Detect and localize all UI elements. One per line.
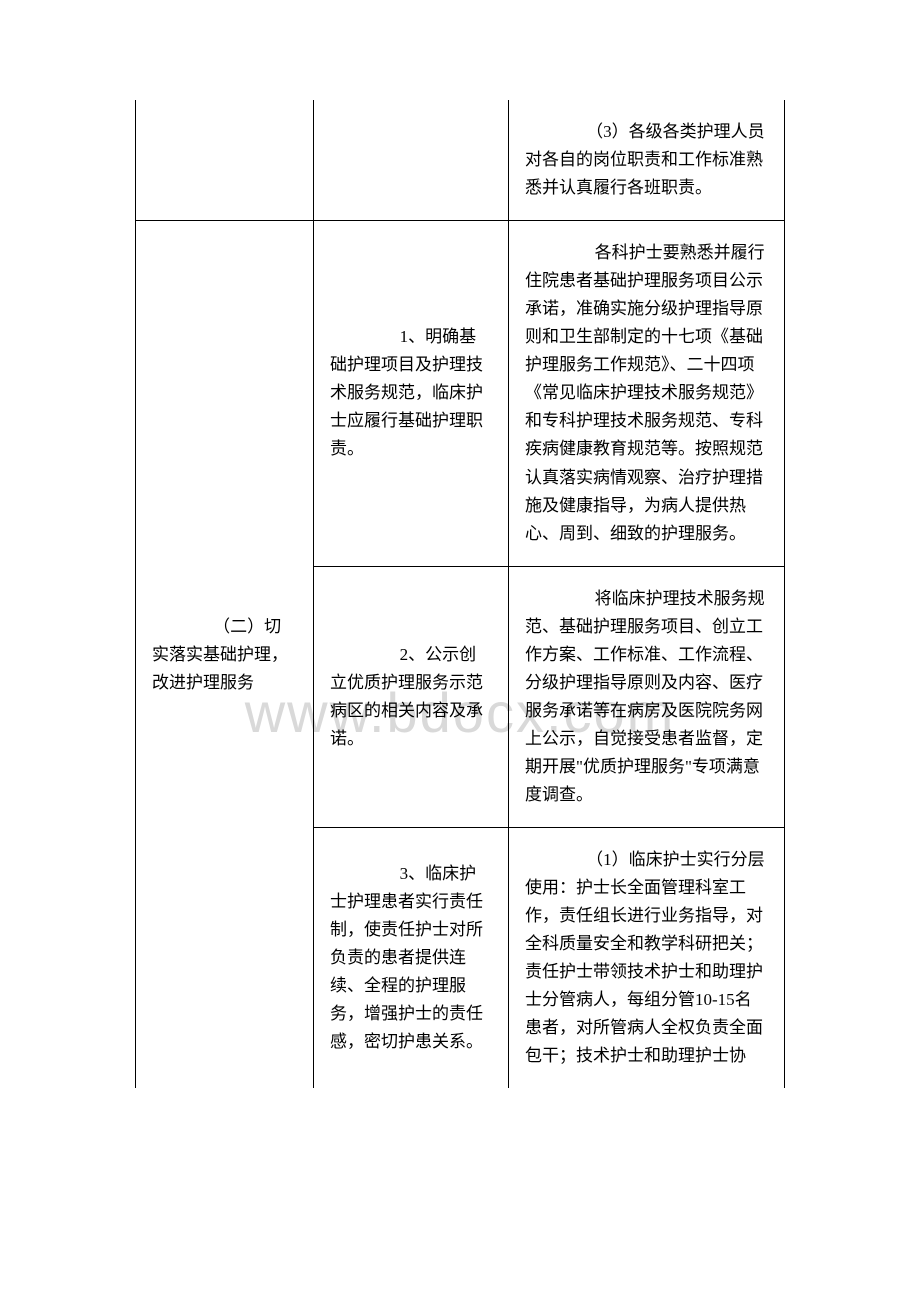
cell-text: （二）切实落实基础护理，改进护理服务 <box>152 613 297 697</box>
cell-text: （3）各级各类护理人员对各自的岗位职责和工作标准熟悉并认真履行各班职责。 <box>525 118 768 202</box>
table-cell: 1、明确基础护理项目及护理技术服务规范，临床护士应履行基础护理职责。 <box>314 221 509 567</box>
cell-text: （1）临床护士实行分层使用：护士长全面管理科室工作，责任组长进行业务指导，对全科… <box>525 846 768 1070</box>
cell-text: 各科护士要熟悉并履行住院患者基础护理服务项目公示承诺，准确实施分级护理指导原则和… <box>525 239 768 548</box>
document-page: www.bdocx.com （3）各级各类护理人员对各自的岗位职责和工作标准熟悉… <box>0 0 920 1302</box>
table-cell <box>314 100 509 221</box>
table-row: （二）切实落实基础护理，改进护理服务 1、明确基础护理项目及护理技术服务规范，临… <box>136 221 785 567</box>
table-cell: （3）各级各类护理人员对各自的岗位职责和工作标准熟悉并认真履行各班职责。 <box>509 100 785 221</box>
table-cell <box>136 100 314 221</box>
cell-text: 2、公示创立优质护理服务示范病区的相关内容及承诺。 <box>330 641 492 753</box>
page-content: （3）各级各类护理人员对各自的岗位职责和工作标准熟悉并认真履行各班职责。 （二）… <box>135 100 785 1088</box>
table-cell: 将临床护理技术服务规范、基础护理服务项目、创立工作方案、工作标准、工作流程、分级… <box>509 566 785 827</box>
table-cell: （1）临床护士实行分层使用：护士长全面管理科室工作，责任组长进行业务指导，对全科… <box>509 828 785 1089</box>
table-row: （3）各级各类护理人员对各自的岗位职责和工作标准熟悉并认真履行各班职责。 <box>136 100 785 221</box>
cell-text: 3、临床护士护理患者实行责任制，使责任护士对所负责的患者提供连续、全程的护理服务… <box>330 860 492 1056</box>
main-table: （3）各级各类护理人员对各自的岗位职责和工作标准熟悉并认真履行各班职责。 （二）… <box>135 100 785 1088</box>
cell-text: 将临床护理技术服务规范、基础护理服务项目、创立工作方案、工作标准、工作流程、分级… <box>525 585 768 809</box>
table-cell: （二）切实落实基础护理，改进护理服务 <box>136 221 314 1089</box>
table-cell: 3、临床护士护理患者实行责任制，使责任护士对所负责的患者提供连续、全程的护理服务… <box>314 828 509 1089</box>
table-cell: 2、公示创立优质护理服务示范病区的相关内容及承诺。 <box>314 566 509 827</box>
cell-text: 1、明确基础护理项目及护理技术服务规范，临床护士应履行基础护理职责。 <box>330 323 492 463</box>
table-cell: 各科护士要熟悉并履行住院患者基础护理服务项目公示承诺，准确实施分级护理指导原则和… <box>509 221 785 567</box>
